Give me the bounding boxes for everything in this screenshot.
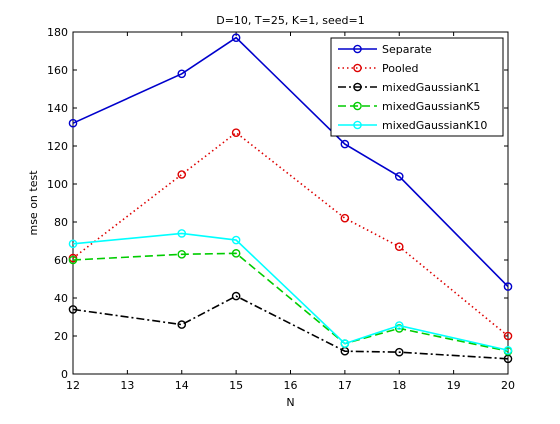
legend: Separate Pooled mixedGaussianK1 mixedGaussi… [330, 37, 504, 137]
data-point [231, 33, 241, 43]
data-point [394, 321, 404, 330]
series-mixedGaussianK10 [68, 229, 513, 355]
data-point [177, 69, 187, 79]
data-point [503, 331, 513, 341]
series-line [72, 295, 509, 360]
data-point [340, 139, 350, 149]
data-point [231, 249, 241, 258]
series-line [72, 232, 509, 352]
legend-entry: mixedGaussianK10 [338, 119, 487, 132]
x-tick-label: 17 [338, 379, 352, 392]
series-line [72, 252, 509, 352]
legend-swatch-marker [353, 44, 362, 54]
y-tick-label: 80 [54, 216, 68, 229]
x-tick-label: 19 [447, 379, 461, 392]
series-group [68, 33, 513, 364]
chart-title: D=10, T=25, K=1, seed=1 [216, 14, 365, 27]
legend-entry: mixedGaussianK1 [338, 81, 480, 94]
data-point [68, 239, 78, 249]
data-point [177, 170, 187, 179]
x-tick-label: 14 [175, 379, 189, 392]
data-point [340, 213, 350, 223]
y-tick-label: 60 [54, 254, 68, 267]
legend-swatch-marker [353, 63, 362, 73]
y-tick-label: 160 [47, 64, 68, 77]
x-tick-label: 20 [501, 379, 515, 392]
y-axis-label: mse on test [27, 170, 40, 236]
data-point [231, 128, 241, 137]
data-point [394, 242, 404, 251]
series-Separate [68, 33, 513, 291]
legend-label: mixedGaussianK10 [382, 119, 487, 132]
legend-label: mixedGaussianK1 [382, 81, 480, 94]
legend-entry: Pooled [338, 62, 419, 75]
y-tick-label: 40 [54, 292, 68, 305]
x-tick-label: 16 [284, 379, 298, 392]
legend-entry: Separate [338, 43, 432, 56]
legend-swatch-marker [353, 101, 362, 111]
axes: 12 13 14 15 16 17 18 19 20 0 20 40 60 80 100 120 140 160 1… [47, 26, 515, 392]
legend-label: mixedGaussianK5 [382, 100, 480, 113]
series-line [72, 36, 509, 288]
x-tick-label: 15 [229, 379, 243, 392]
data-point [177, 320, 187, 329]
data-point [340, 339, 350, 348]
data-point [503, 345, 513, 355]
y-tick-label: 20 [54, 330, 68, 343]
data-point [231, 235, 241, 245]
y-tick-label: 100 [47, 178, 68, 191]
x-tick-label: 13 [120, 379, 134, 392]
legend-entry: mixedGaussianK5 [338, 100, 480, 113]
y-tick-label: 140 [47, 102, 68, 115]
data-point [68, 118, 78, 128]
data-point [177, 249, 187, 259]
series-line [72, 131, 509, 337]
data-point [394, 172, 404, 181]
data-point [177, 229, 187, 238]
data-point [231, 291, 241, 301]
x-tick-label: 12 [66, 379, 80, 392]
x-tick-label: 18 [392, 379, 406, 392]
y-tick-label: 180 [47, 26, 68, 39]
data-point [68, 255, 78, 265]
legend-swatch-marker [353, 120, 362, 130]
legend-swatch-marker [353, 82, 362, 92]
x-axis-label: N [286, 396, 294, 409]
y-tick-label: 120 [47, 140, 68, 153]
data-point [68, 305, 78, 314]
data-point [503, 282, 513, 291]
y-tick-label: 0 [61, 368, 68, 381]
data-point [394, 347, 404, 357]
legend-label: Pooled [382, 62, 419, 75]
series-Pooled [68, 128, 513, 341]
legend-label: Separate [382, 43, 432, 56]
